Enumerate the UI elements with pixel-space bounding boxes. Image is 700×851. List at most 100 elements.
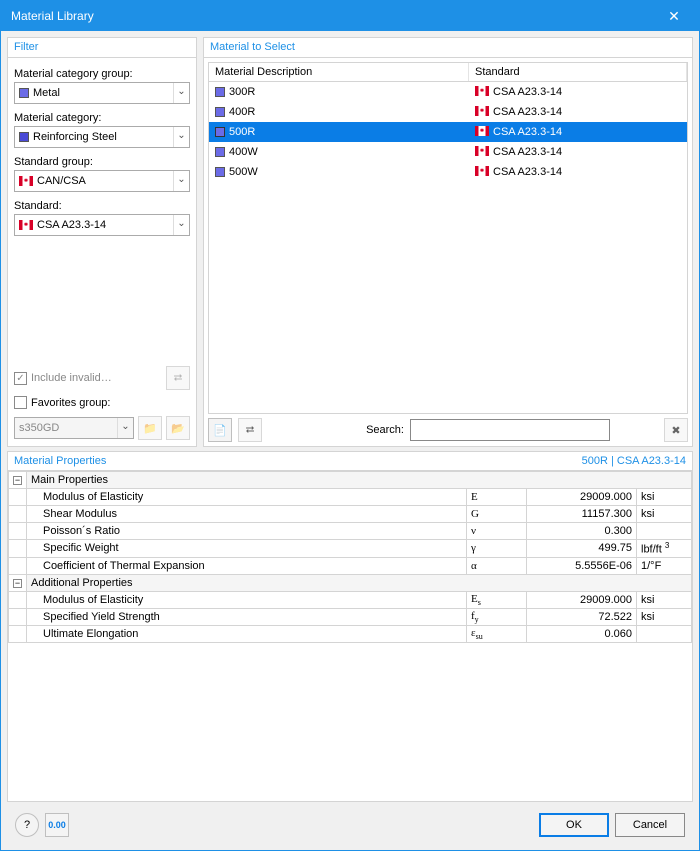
chevron-down-icon [117, 418, 133, 438]
row-std: CSA A23.3-14 [493, 126, 562, 138]
ok-button[interactable]: OK [539, 813, 609, 837]
folder-open-icon[interactable]: 📁 [138, 416, 162, 440]
upper-row: Filter Material category group: Metal Ma… [7, 37, 693, 447]
properties-title: Material Properties [14, 455, 582, 467]
folder-new-icon[interactable]: 📂 [166, 416, 190, 440]
col-std-header[interactable]: Standard [469, 63, 687, 81]
label-standard-group: Standard group: [14, 156, 190, 168]
units-icon[interactable]: 0.00 [45, 813, 69, 837]
row-std: CSA A23.3-14 [493, 106, 562, 118]
select-panel: Material to Select Material Description … [203, 37, 693, 447]
label-category-group: Material category group: [14, 68, 190, 80]
filter-settings-icon[interactable]: ⮂ [166, 366, 190, 390]
prop-name: Coefficient of Thermal Expansion [27, 557, 467, 574]
prop-value[interactable]: 499.75 [527, 540, 637, 558]
clear-search-icon[interactable]: ✖ [664, 418, 688, 442]
new-material-icon[interactable]: 📄 [208, 418, 232, 442]
prop-symbol: E [467, 489, 527, 506]
combo-category-group[interactable]: Metal [14, 82, 190, 104]
combo-value: Reinforcing Steel [33, 131, 173, 143]
checkbox-favorites-row: Favorites group: [14, 396, 190, 409]
row-desc: 500R [229, 126, 255, 138]
row-desc: 400W [229, 146, 258, 158]
chevron-down-icon [173, 215, 189, 235]
list-body[interactable]: 300RCSA A23.3-14400RCSA A23.3-14 500R CSA … [209, 82, 687, 413]
dialog-window: Material Library ✕ Filter Material categ… [0, 0, 700, 851]
prop-value[interactable]: 29009.000 [527, 591, 637, 608]
prop-value[interactable]: 72.522 [527, 608, 637, 625]
prop-value[interactable]: 11157.300 [527, 506, 637, 523]
prop-name: Specific Weight [27, 540, 467, 558]
chevron-down-icon [173, 127, 189, 147]
prop-unit: ksi [637, 489, 692, 506]
prop-symbol: α [467, 557, 527, 574]
checkbox-favorites[interactable] [14, 396, 27, 409]
flag-ca-icon [475, 106, 489, 119]
prop-symbol: G [467, 506, 527, 523]
expand-icon[interactable]: − [9, 472, 27, 489]
swatch-icon [215, 107, 225, 117]
material-list: Material Description Standard 300RCSA A2… [208, 62, 688, 414]
checkbox-include-invalid-row: Include invalid… ⮂ [14, 366, 190, 390]
favorites-row: s350GD 📁 📂 [14, 416, 190, 440]
filter-header: Filter [8, 38, 196, 58]
prop-name: Ultimate Elongation [27, 626, 467, 643]
combo-value: Metal [33, 87, 173, 99]
combo-value: CSA A23.3-14 [37, 219, 173, 231]
prop-symbol: fy [467, 608, 527, 625]
combo-standard-group[interactable]: CAN/CSA [14, 170, 190, 192]
select-header: Material to Select [204, 38, 692, 58]
list-row[interactable]: 400RCSA A23.3-14 [209, 102, 687, 122]
flag-ca-icon [19, 220, 33, 230]
properties-panel: Material Properties 500R | CSA A23.3-14 … [7, 451, 693, 802]
row-std: CSA A23.3-14 [493, 86, 562, 98]
group-name: Main Properties [27, 472, 692, 489]
swatch-icon [215, 147, 225, 157]
prop-name: Shear Modulus [27, 506, 467, 523]
col-desc-header[interactable]: Material Description [209, 63, 469, 81]
prop-value[interactable]: 29009.000 [527, 489, 637, 506]
content-area: Filter Material category group: Metal Ma… [1, 31, 699, 850]
swatch-icon [19, 132, 29, 142]
prop-symbol: Es [467, 591, 527, 608]
prop-unit: ksi [637, 608, 692, 625]
prop-unit: ksi [637, 591, 692, 608]
label-category: Material category: [14, 112, 190, 124]
flag-ca-icon [475, 146, 489, 159]
combo-standard[interactable]: CSA A23.3-14 [14, 214, 190, 236]
cancel-button[interactable]: Cancel [615, 813, 685, 837]
flag-ca-icon [475, 126, 489, 139]
help-icon[interactable]: ? [15, 813, 39, 837]
close-icon[interactable]: ✕ [659, 8, 689, 25]
transfer-icon[interactable]: ⮂ [238, 418, 262, 442]
properties-header: Material Properties 500R | CSA A23.3-14 [8, 452, 692, 471]
combo-category[interactable]: Reinforcing Steel [14, 126, 190, 148]
list-row[interactable]: 400WCSA A23.3-14 [209, 142, 687, 162]
prop-name: Specified Yield Strength [27, 608, 467, 625]
prop-symbol: ν [467, 523, 527, 540]
prop-value[interactable]: 0.300 [527, 523, 637, 540]
checkbox-label: Include invalid… [31, 372, 112, 384]
prop-unit: 1/°F [637, 557, 692, 574]
list-row[interactable]: 300RCSA A23.3-14 [209, 82, 687, 102]
swatch-icon [19, 88, 29, 98]
prop-value[interactable]: 0.060 [527, 626, 637, 643]
combo-favorites[interactable]: s350GD [14, 417, 134, 439]
search-input[interactable] [410, 419, 610, 441]
swatch-icon [215, 127, 225, 137]
list-row[interactable]: 500WCSA A23.3-14 [209, 162, 687, 182]
expand-icon[interactable]: − [9, 574, 27, 591]
prop-value[interactable]: 5.5556E-06 [527, 557, 637, 574]
search-label: Search: [366, 424, 404, 436]
properties-subtitle: 500R | CSA A23.3-14 [582, 455, 686, 467]
flag-ca-icon [475, 86, 489, 99]
prop-symbol: εsu [467, 626, 527, 643]
list-row[interactable]: 500R CSA A23.3-14 [209, 122, 687, 142]
combo-value: CAN/CSA [37, 175, 173, 187]
checkbox-include-invalid[interactable] [14, 372, 27, 385]
prop-name: Modulus of Elasticity [27, 489, 467, 506]
prop-symbol: γ [467, 540, 527, 558]
filter-body: Material category group: Metal Material … [8, 58, 196, 446]
list-header: Material Description Standard [209, 63, 687, 82]
row-desc: 500W [229, 166, 258, 178]
